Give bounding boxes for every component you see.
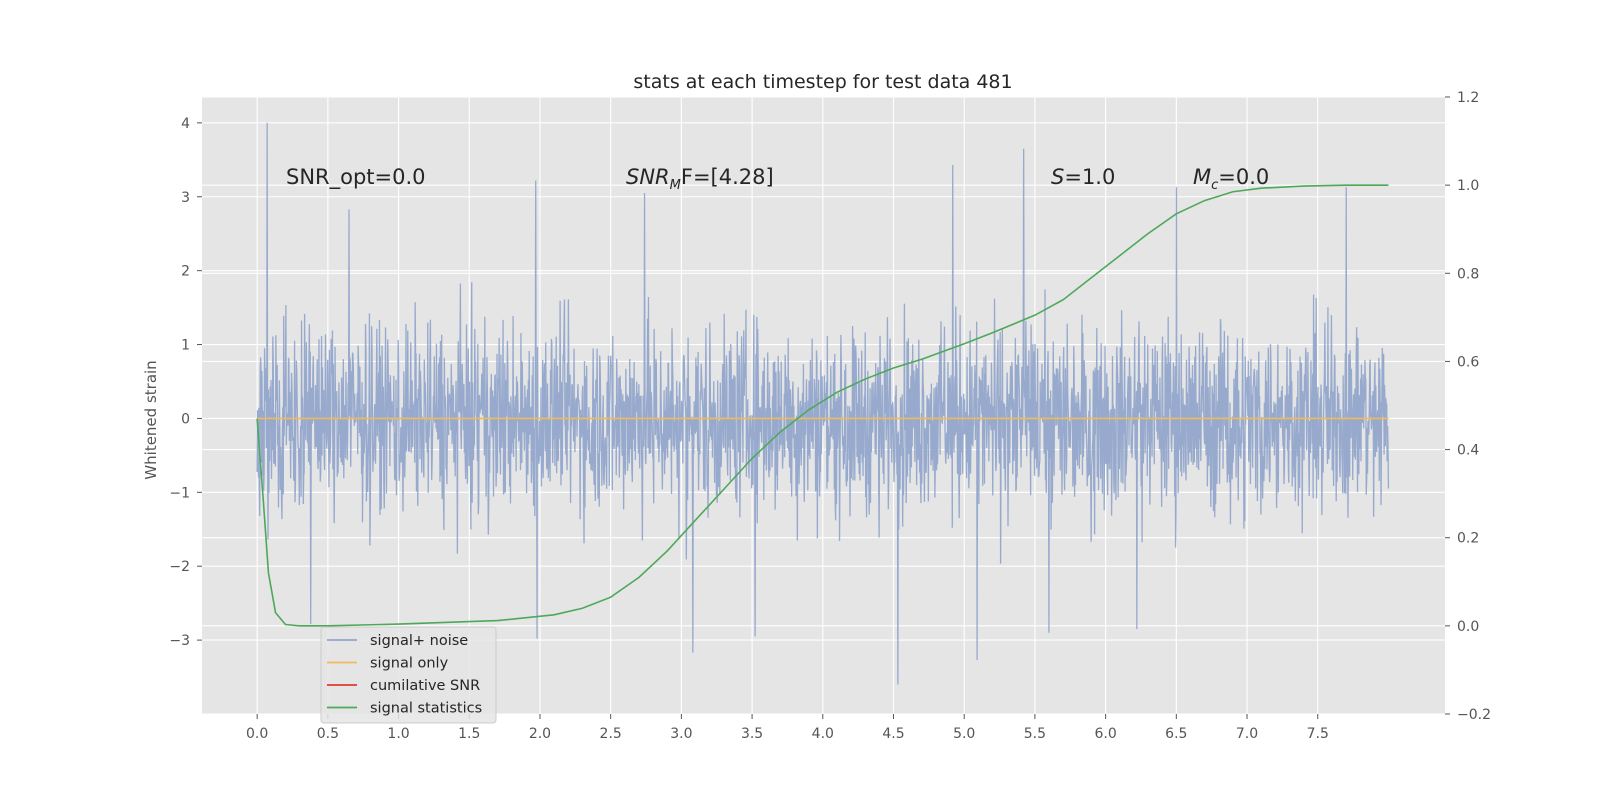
- x-tick-label: 4.0: [812, 726, 834, 742]
- annotation-mc-sub: c: [1211, 178, 1218, 193]
- y-tick-label: −1: [169, 485, 190, 501]
- series-layer: [256, 122, 1390, 685]
- series-line-signal-statistics: [256, 184, 1389, 627]
- y2-tick-label: −0.2: [1457, 707, 1491, 723]
- y2-tick-label: 0.2: [1457, 531, 1479, 547]
- chart-title: stats at each timestep for test data 481: [633, 71, 1012, 93]
- y-axis-label: Whitened strain: [142, 360, 160, 479]
- legend-label: signal+ noise: [370, 633, 468, 649]
- x-tick-label: 7.0: [1236, 726, 1258, 742]
- x-tick-label: 2.5: [600, 726, 622, 742]
- y2-tick-label: 0.6: [1457, 354, 1479, 370]
- x-tick-label: 0.5: [317, 726, 339, 742]
- x-tick-label: 3.0: [670, 726, 692, 742]
- y2-tick-label: 1.0: [1457, 178, 1479, 194]
- annotation-snr-mf-main: SNR: [626, 165, 670, 189]
- annotation-s-main: S: [1051, 165, 1064, 189]
- y-tick-label: −2: [169, 559, 190, 575]
- annotation-mc-rest: =0.0: [1218, 165, 1269, 189]
- legend-label: cumilative SNR: [370, 678, 480, 694]
- y2-tick-label: 0.4: [1457, 443, 1479, 459]
- y-tick-label: 2: [181, 264, 190, 280]
- x-tick-label: 5.5: [1024, 726, 1046, 742]
- annotation-snr-mf-rest: F=[4.28]: [681, 165, 774, 189]
- annotation-mc-main: M: [1193, 165, 1211, 189]
- tick-layer: 0.0 0.5 1.0 1.5 2.0 2.5 3.0 3.5 4.0 4.5 5.0 5.5 6.0 6…: [169, 90, 1491, 742]
- annotation-snr-mf-sub: M: [670, 178, 681, 193]
- legend-box: [320, 626, 497, 724]
- x-tick-label: 1.5: [458, 726, 480, 742]
- x-tick-label: 6.0: [1094, 726, 1116, 742]
- annotation-mc: Mc=0.0: [1193, 165, 1269, 193]
- y-tick-label: −3: [169, 633, 190, 649]
- y2-tick-label: 1.2: [1457, 90, 1479, 106]
- x-tick-label: 5.0: [953, 726, 975, 742]
- legend-label: signal statistics: [370, 701, 482, 717]
- annotation-s-rest: =1.0: [1064, 165, 1115, 189]
- x-tick-label: 1.0: [387, 726, 409, 742]
- y-tick-label: 0: [181, 411, 190, 427]
- x-tick-label: 7.5: [1307, 726, 1329, 742]
- x-tick-label: 3.5: [741, 726, 763, 742]
- annotation-snr-opt: SNR_opt=0.0: [286, 165, 426, 190]
- y2-tick-label: 0.8: [1457, 266, 1479, 282]
- legend: signal+ noise signal only cumilative SNR si…: [320, 626, 497, 724]
- x-tick-label: 4.5: [882, 726, 904, 742]
- y2-tick-label: 0.0: [1457, 619, 1479, 635]
- x-tick-label: 6.5: [1165, 726, 1187, 742]
- x-tick-label: 0.0: [246, 726, 268, 742]
- y-tick-label: 4: [181, 116, 190, 132]
- x-tick-label: 2.0: [529, 726, 551, 742]
- legend-label: signal only: [370, 656, 449, 672]
- annotation-snr-mf: SNRMF=[4.28]: [626, 165, 774, 193]
- y-tick-label: 1: [181, 338, 190, 354]
- y-tick-label: 3: [181, 190, 190, 206]
- annotation-s: S=1.0: [1051, 165, 1115, 189]
